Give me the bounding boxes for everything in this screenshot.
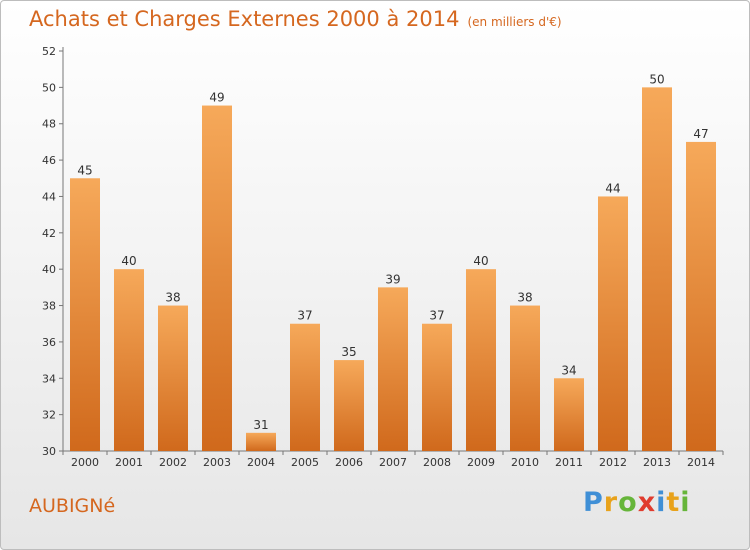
data-label: 45 <box>77 163 92 177</box>
data-label: 49 <box>209 91 224 105</box>
data-label: 35 <box>341 345 356 359</box>
bar <box>334 360 364 451</box>
x-tick-label: 2010 <box>511 456 539 469</box>
x-tick-label: 2008 <box>423 456 451 469</box>
bar <box>642 87 672 451</box>
y-tick-label: 42 <box>42 227 56 240</box>
chart-title-text: Achats et Charges Externes 2000 à 2014 <box>29 7 460 31</box>
x-tick-label: 2002 <box>159 456 187 469</box>
x-tick-label: 2013 <box>643 456 671 469</box>
data-label: 40 <box>121 254 136 268</box>
bar <box>422 323 452 451</box>
logo-letter: t <box>666 487 681 518</box>
bar <box>378 287 408 451</box>
x-tick-label: 2003 <box>203 456 231 469</box>
y-tick-label: 36 <box>42 336 56 349</box>
data-label: 31 <box>253 418 268 432</box>
data-label: 38 <box>517 291 532 305</box>
x-tick-label: 2009 <box>467 456 495 469</box>
y-tick-label: 34 <box>42 372 56 385</box>
y-tick-label: 32 <box>42 409 56 422</box>
data-label: 38 <box>165 291 180 305</box>
bar <box>70 178 100 452</box>
bar <box>114 269 144 451</box>
logo-letter: i <box>656 487 667 518</box>
bar <box>686 141 716 451</box>
chart-axes: 30 32 34 36 38 40 42 44 46 48 50 52 <box>42 45 724 458</box>
x-tick-label: 2000 <box>71 456 99 469</box>
logo-letter: x <box>637 487 657 518</box>
bar <box>290 323 320 451</box>
chart-bars <box>70 87 716 452</box>
data-label: 39 <box>385 272 400 286</box>
y-tick-label: 38 <box>42 300 56 313</box>
y-tick-label: 30 <box>42 445 56 458</box>
commune-name: AUBIGNé <box>29 495 116 517</box>
chart-labels: 2000 45 2001 40 2002 38 2003 49 2004 31 2005 37 2006… <box>71 72 715 469</box>
x-tick-label: 2012 <box>599 456 627 469</box>
chart-title: Achats et Charges Externes 2000 à 2014 (e… <box>29 7 562 31</box>
data-label: 44 <box>605 181 620 195</box>
proxiti-logo: Proxiti <box>583 487 691 518</box>
y-tick-label: 50 <box>42 81 56 94</box>
x-tick-label: 2001 <box>115 456 143 469</box>
bar <box>202 105 232 451</box>
x-tick-label: 2004 <box>247 456 275 469</box>
data-label: 37 <box>297 309 312 323</box>
bar <box>554 378 584 451</box>
x-tick-label: 2005 <box>291 456 319 469</box>
x-tick-label: 2007 <box>379 456 407 469</box>
bar <box>510 305 540 451</box>
y-tick-label: 46 <box>42 154 56 167</box>
bar <box>246 432 276 451</box>
bar <box>158 305 188 451</box>
data-label: 50 <box>649 72 664 86</box>
data-label: 34 <box>561 363 576 377</box>
bar <box>598 196 628 451</box>
logo-letter: i <box>680 487 691 518</box>
y-tick-label: 52 <box>42 45 56 58</box>
data-label: 40 <box>473 254 488 268</box>
data-label: 47 <box>693 127 708 141</box>
y-tick-label: 44 <box>42 190 56 203</box>
x-tick-label: 2014 <box>687 456 715 469</box>
y-tick-label: 48 <box>42 118 56 131</box>
chart-subtitle: (en milliers d'€) <box>467 15 562 29</box>
x-tick-label: 2011 <box>555 456 583 469</box>
x-tick-label: 2006 <box>335 456 363 469</box>
logo-letter: P <box>583 487 604 518</box>
bar <box>466 269 496 451</box>
logo-letter: o <box>618 487 638 518</box>
data-label: 37 <box>429 309 444 323</box>
logo-letter: r <box>603 487 619 518</box>
y-tick-label: 40 <box>42 263 56 276</box>
